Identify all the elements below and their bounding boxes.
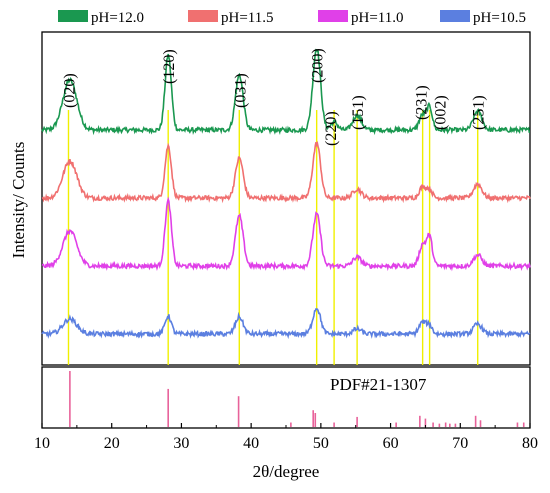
peak-label: (031) bbox=[232, 73, 249, 108]
xrd-curve bbox=[41, 308, 531, 340]
legend-swatch bbox=[188, 10, 218, 22]
y-axis-label: Intensity/ Counts bbox=[9, 142, 28, 259]
legend: pH=12.0 pH=11.5 pH=11.0 pH=10.5 bbox=[58, 10, 526, 26]
peak-label: (151) bbox=[350, 95, 367, 130]
peak-label: (231) bbox=[414, 85, 431, 120]
legend-swatch bbox=[318, 10, 348, 22]
legend-label: pH=12.0 bbox=[91, 10, 144, 26]
x-tick-label: 70 bbox=[452, 435, 468, 452]
peak-label: (251) bbox=[471, 95, 488, 130]
x-tick-label: 10 bbox=[34, 435, 50, 452]
xrd-curve bbox=[41, 48, 531, 136]
reference-label: PDF#21-1307 bbox=[330, 375, 427, 394]
peak-guide-lines bbox=[67, 110, 479, 365]
peak-label: (002) bbox=[433, 95, 450, 130]
peak-label: (220) bbox=[323, 111, 340, 146]
legend-label: pH=10.5 bbox=[473, 10, 526, 26]
peak-labels: (020) (120) (031) (200) (220) (151) (231) (002)… bbox=[62, 48, 488, 146]
xrd-curves bbox=[41, 48, 531, 340]
legend-swatch bbox=[440, 10, 470, 22]
reference-lines bbox=[69, 371, 525, 427]
x-axis: 10 20 30 40 50 60 70 80 bbox=[34, 423, 538, 452]
peak-label: (020) bbox=[62, 73, 79, 108]
legend-label: pH=11.5 bbox=[221, 10, 274, 26]
legend-label: pH=11.0 bbox=[351, 10, 404, 26]
xrd-curve bbox=[41, 196, 531, 272]
peak-label: (200) bbox=[310, 48, 327, 83]
legend-swatch bbox=[58, 10, 88, 22]
x-tick-label: 30 bbox=[173, 435, 189, 452]
reference-pattern-panel bbox=[41, 366, 531, 429]
x-tick-label: 40 bbox=[243, 435, 259, 452]
x-tick-label: 20 bbox=[104, 435, 120, 452]
x-tick-label: 80 bbox=[522, 435, 538, 452]
xrd-curve bbox=[41, 140, 531, 204]
x-tick-label: 60 bbox=[383, 435, 399, 452]
x-axis-label: 2θ/degree bbox=[253, 462, 320, 481]
x-tick-label: 50 bbox=[313, 435, 329, 452]
peak-label: (120) bbox=[161, 49, 178, 84]
